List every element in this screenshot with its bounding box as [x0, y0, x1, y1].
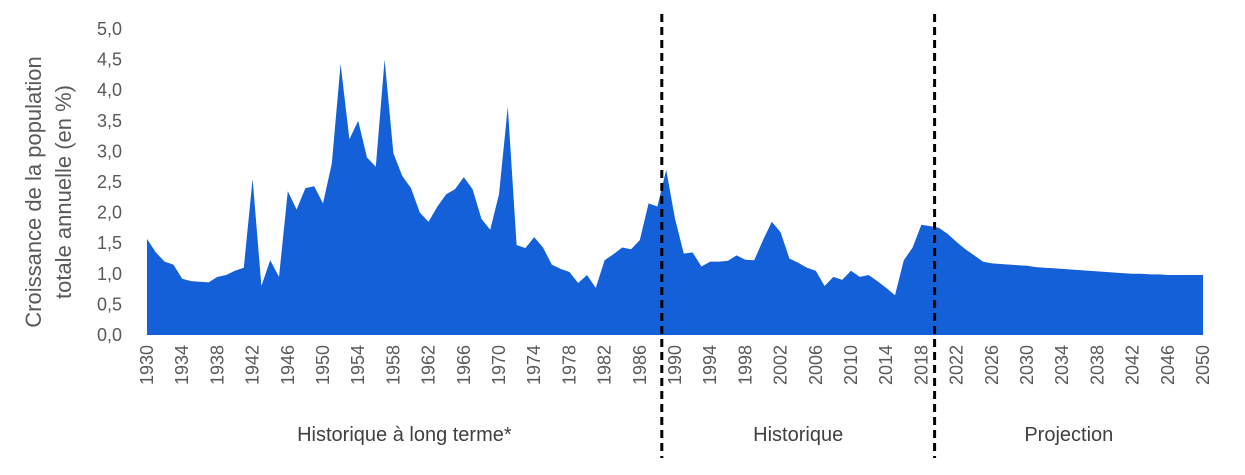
period-dividers [660, 14, 937, 458]
y-tick-label: 5,0 [97, 19, 122, 39]
y-axis-title: Croissance de la population totale annue… [21, 56, 76, 328]
x-tick-label: 2006 [806, 345, 826, 385]
x-tick-label: 1946 [278, 345, 298, 385]
y-axis-title-line-2: totale annuelle (en %) [51, 85, 76, 299]
x-tick-label: 2030 [1017, 345, 1037, 385]
x-tick-label: 1978 [559, 345, 579, 385]
x-tick-label: 1982 [595, 345, 615, 385]
x-tick-label: 1954 [348, 345, 368, 385]
y-tick-label: 4,5 [97, 50, 122, 70]
x-tick-label: 1970 [489, 345, 509, 385]
period-label: Historique à long terme* [297, 424, 512, 446]
x-tick-label: 2042 [1123, 345, 1143, 385]
period-label: Historique [753, 424, 843, 446]
x-tick-label: 2002 [771, 345, 791, 385]
x-tick-label: 1958 [383, 345, 403, 385]
x-tick-label: 2046 [1158, 345, 1178, 385]
y-axis-title-line-1: Croissance de la population [21, 56, 46, 328]
y-tick-label: 4,0 [97, 80, 122, 100]
growth-area-series [147, 59, 1203, 335]
y-tick-label: 1,0 [97, 264, 122, 284]
y-tick-label: 0,0 [97, 325, 122, 345]
x-tick-label: 2034 [1052, 345, 1072, 385]
x-tick-label: 1962 [419, 345, 439, 385]
y-tick-label: 3,5 [97, 111, 122, 131]
period-labels: Historique à long terme* Historique Projec… [297, 424, 1113, 446]
y-tick-label: 1,5 [97, 233, 122, 253]
x-tick-label: 1998 [735, 345, 755, 385]
x-tick-label: 1974 [524, 345, 544, 385]
x-tick-label: 1942 [243, 345, 263, 385]
x-tick-label: 2014 [876, 345, 896, 385]
x-tick-label: 1986 [630, 345, 650, 385]
y-axis-ticks: 0,0 0,5 1,0 1,5 2,0 2,5 3,0 3,5 4,0 4,5 5,0 [97, 19, 122, 345]
x-tick-label: 1990 [665, 345, 685, 385]
y-tick-label: 0,5 [97, 294, 122, 314]
x-tick-label: 1938 [207, 345, 227, 385]
y-tick-label: 2,5 [97, 172, 122, 192]
x-axis-ticks: 1930 1934 1938 1942 1946 1950 1954 1958 1962 1966… [137, 345, 1213, 385]
x-tick-label: 1930 [137, 345, 157, 385]
x-tick-label: 2026 [982, 345, 1002, 385]
x-tick-label: 2022 [947, 345, 967, 385]
period-label: Projection [1024, 424, 1113, 446]
y-tick-label: 2,0 [97, 203, 122, 223]
x-tick-label: 1966 [454, 345, 474, 385]
x-tick-label: 1934 [172, 345, 192, 385]
x-tick-label: 2010 [841, 345, 861, 385]
x-tick-label: 2018 [911, 345, 931, 385]
x-tick-label: 1950 [313, 345, 333, 385]
x-tick-label: 2050 [1193, 345, 1213, 385]
x-tick-label: 1994 [700, 345, 720, 385]
y-tick-label: 3,0 [97, 141, 122, 161]
x-tick-label: 2038 [1087, 345, 1107, 385]
